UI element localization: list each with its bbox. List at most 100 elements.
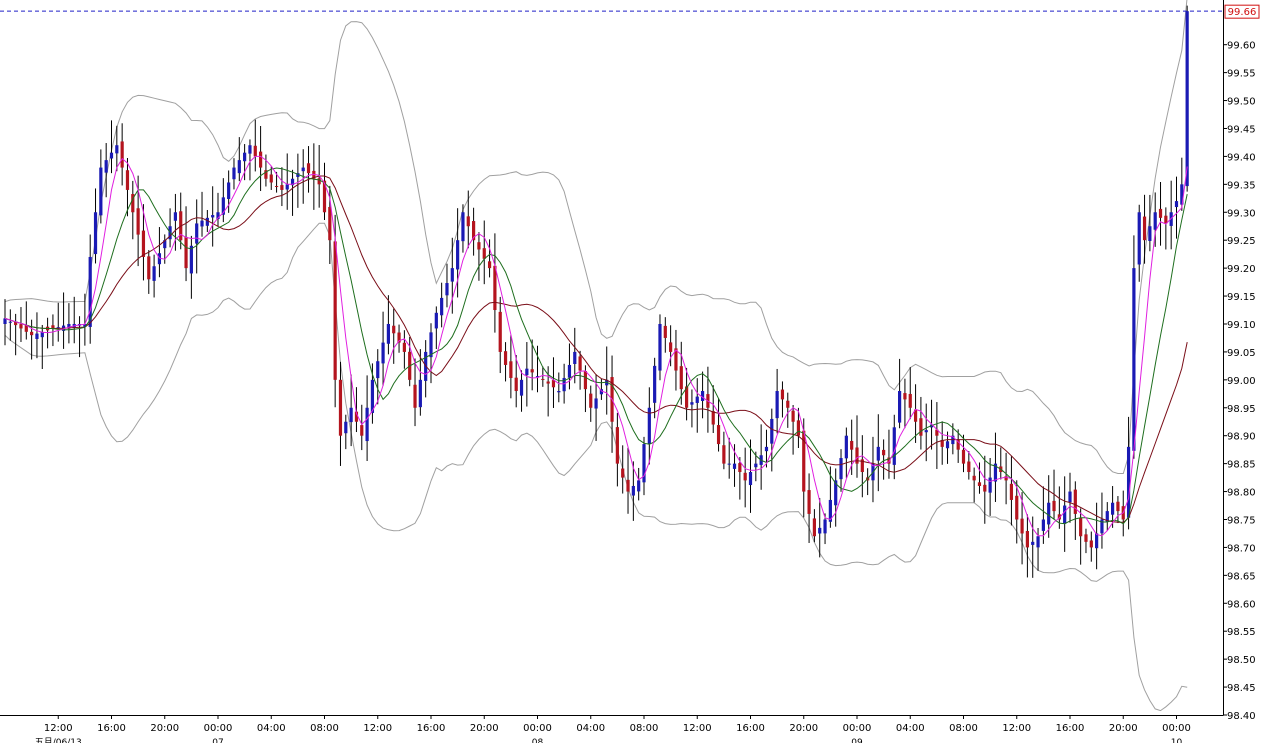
- candle: [786, 392, 790, 428]
- candle: [290, 169, 295, 216]
- candle-body: [1105, 511, 1109, 522]
- candle-body: [1185, 11, 1189, 187]
- y-tick-label: 99.15: [1227, 292, 1256, 303]
- candle: [1174, 176, 1179, 239]
- x-tick-label: 12:00: [44, 723, 73, 734]
- candle-body: [716, 425, 721, 445]
- candle-body: [653, 365, 657, 403]
- candle: [940, 421, 944, 465]
- candle: [1084, 528, 1088, 554]
- candle: [1009, 456, 1014, 526]
- candle: [1153, 192, 1157, 247]
- candle-body: [173, 212, 177, 221]
- candle-body: [19, 324, 23, 329]
- candle: [189, 235, 193, 299]
- candle-body: [887, 457, 891, 464]
- candle: [376, 349, 380, 405]
- candle: [514, 355, 518, 408]
- candle: [99, 149, 103, 224]
- x-tick-label: 12:00: [363, 723, 392, 734]
- candle-body: [1073, 489, 1077, 514]
- candle-body: [274, 185, 279, 187]
- x-tick-label: 16:00: [97, 723, 126, 734]
- candle: [887, 429, 891, 479]
- candle-body: [961, 449, 966, 464]
- candle: [109, 120, 114, 174]
- candle: [1111, 486, 1115, 528]
- candle-body: [472, 221, 476, 241]
- candle-body: [1111, 502, 1115, 515]
- candle-body: [83, 323, 87, 327]
- candle-body: [440, 297, 444, 316]
- y-tick-label: 98.80: [1227, 488, 1256, 499]
- candle: [274, 171, 279, 193]
- candle: [338, 361, 343, 466]
- y-tick-label: 99.20: [1227, 264, 1256, 275]
- candle: [1142, 194, 1147, 264]
- y-tick-label: 98.60: [1227, 599, 1256, 610]
- candle: [892, 414, 896, 480]
- candle: [1105, 502, 1109, 531]
- candle: [445, 263, 449, 308]
- candle-body: [3, 318, 7, 324]
- candle-body: [1041, 519, 1045, 531]
- candle: [280, 167, 284, 207]
- candle: [589, 385, 593, 422]
- candle: [152, 254, 156, 298]
- candle-body: [642, 444, 646, 483]
- candle: [1041, 486, 1045, 544]
- candle: [440, 282, 444, 328]
- candle-body: [882, 449, 886, 456]
- candle: [466, 190, 470, 249]
- candle-body: [834, 480, 838, 506]
- candle: [791, 405, 795, 455]
- y-tick-label: 98.70: [1227, 543, 1256, 554]
- x-date-label: 09: [851, 738, 863, 743]
- candle-body: [120, 141, 124, 168]
- candle: [477, 232, 481, 281]
- candle-body: [1068, 491, 1072, 503]
- candle-body: [248, 145, 252, 154]
- candle: [1100, 492, 1104, 549]
- x-tick-label: 08:00: [630, 723, 659, 734]
- candle: [354, 387, 359, 433]
- candle-body: [983, 484, 987, 492]
- y-tick-label: 99.00: [1227, 376, 1256, 387]
- candle: [1057, 486, 1061, 529]
- candle-body: [754, 463, 758, 468]
- y-tick-label: 98.90: [1227, 432, 1256, 443]
- candle: [450, 237, 454, 314]
- candle: [663, 317, 667, 353]
- candle: [493, 233, 497, 333]
- candle-body: [551, 380, 556, 388]
- candle: [818, 498, 822, 558]
- candle-body: [738, 463, 742, 473]
- candle-body: [573, 351, 577, 364]
- candle-body: [839, 458, 843, 480]
- candle: [221, 178, 225, 223]
- candle-body: [1180, 184, 1184, 205]
- ma-slow-line: [4, 175, 1188, 523]
- candle: [1164, 207, 1168, 250]
- candle: [567, 343, 572, 390]
- candle: [237, 137, 241, 182]
- candle-body: [445, 283, 449, 296]
- candle: [232, 158, 236, 190]
- candle: [775, 368, 779, 434]
- candle: [349, 374, 353, 447]
- candle-body: [51, 325, 55, 329]
- candle-body: [1089, 540, 1093, 548]
- candle: [243, 144, 247, 181]
- candle: [578, 350, 582, 390]
- candle-body: [621, 468, 625, 478]
- candle: [551, 357, 556, 408]
- candle-body: [184, 236, 188, 269]
- x-tick-label: 16:00: [417, 723, 446, 734]
- current-price-badge: 99.66: [1224, 4, 1260, 19]
- candle: [216, 192, 220, 227]
- candle-body: [903, 393, 907, 400]
- candle-body: [381, 342, 385, 364]
- candle-body: [541, 378, 545, 380]
- candle: [743, 447, 747, 508]
- candle-body: [748, 472, 753, 486]
